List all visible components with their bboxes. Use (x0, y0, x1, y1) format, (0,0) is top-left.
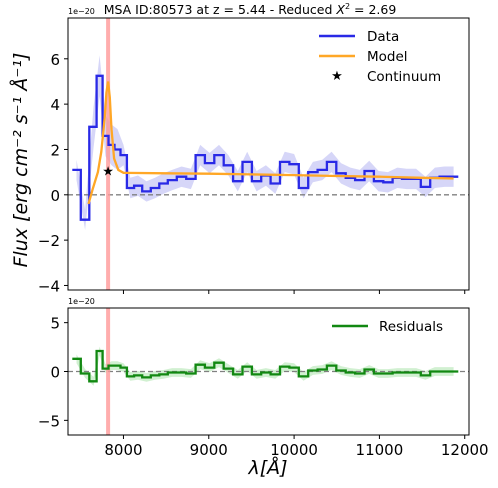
x-tick-label: 11000 (356, 441, 404, 459)
y-tick-label: −2 (38, 232, 60, 250)
top-y-ticks: −4 −2 0 2 4 6 (38, 51, 466, 295)
data-uncertainty-band (76, 55, 454, 230)
top-offset-text: 1e−20 (68, 7, 95, 16)
x-tick-label: 8000 (104, 441, 142, 459)
legend-continuum-swatch: ★ (331, 69, 343, 84)
top-axes-frame (67, 17, 470, 291)
legend-model-label: Model (367, 49, 408, 65)
y-tick-label: 0 (50, 187, 60, 205)
x-tick-label: 10000 (270, 441, 318, 459)
legend-data-label: Data (367, 29, 399, 45)
data-series-line (72, 74, 459, 221)
spectrum-series: ★ (72, 74, 459, 221)
y-tick-label: 0 (50, 364, 60, 382)
y-tick-label: −5 (38, 412, 60, 430)
top-legend: Data Model ★ Continuum (319, 29, 441, 85)
y-tick-label: 6 (50, 51, 60, 69)
y-tick-label: −4 (38, 277, 60, 295)
bottom-legend: Residuals (332, 319, 443, 335)
legend-continuum-label: Continuum (367, 69, 441, 85)
model-series-line (87, 81, 454, 205)
residuals-band-area (76, 346, 454, 386)
x-axis-label: λ[Å] (247, 456, 287, 479)
chart-title: MSA ID:80573 at z = 5.44 - Reduced X2 = … (104, 2, 397, 17)
residuals-series-line (72, 349, 459, 383)
x-tick-label: 9000 (190, 441, 228, 459)
uncertainty-band-area (76, 55, 454, 230)
bottom-offset-text: 1e−20 (68, 297, 95, 306)
residuals-panel: −5 0 5 8000 9000 10000 11000 12000 1e−20 λ[Å] R… (38, 297, 489, 479)
y-tick-label: 2 (50, 141, 60, 159)
y-tick-label: 5 (50, 315, 60, 333)
x-tick-label: 12000 (441, 441, 489, 459)
residuals-series (72, 349, 459, 383)
bottom-axes-frame (67, 307, 470, 436)
continuum-point: ★ (102, 165, 114, 180)
legend-residuals-label: Residuals (379, 319, 443, 335)
spectrum-panel: ★ −4 −2 0 2 4 6 MSA ID:80573 at z = 5.44 - Re… (9, 2, 470, 295)
bottom-ticks: −5 0 5 8000 9000 10000 11000 12000 (38, 315, 489, 459)
residuals-uncertainty-band (76, 346, 454, 386)
y-tick-label: 4 (50, 96, 60, 114)
y-axis-label: Flux [erg cm⁻² s⁻¹ Å⁻¹] (9, 53, 32, 268)
